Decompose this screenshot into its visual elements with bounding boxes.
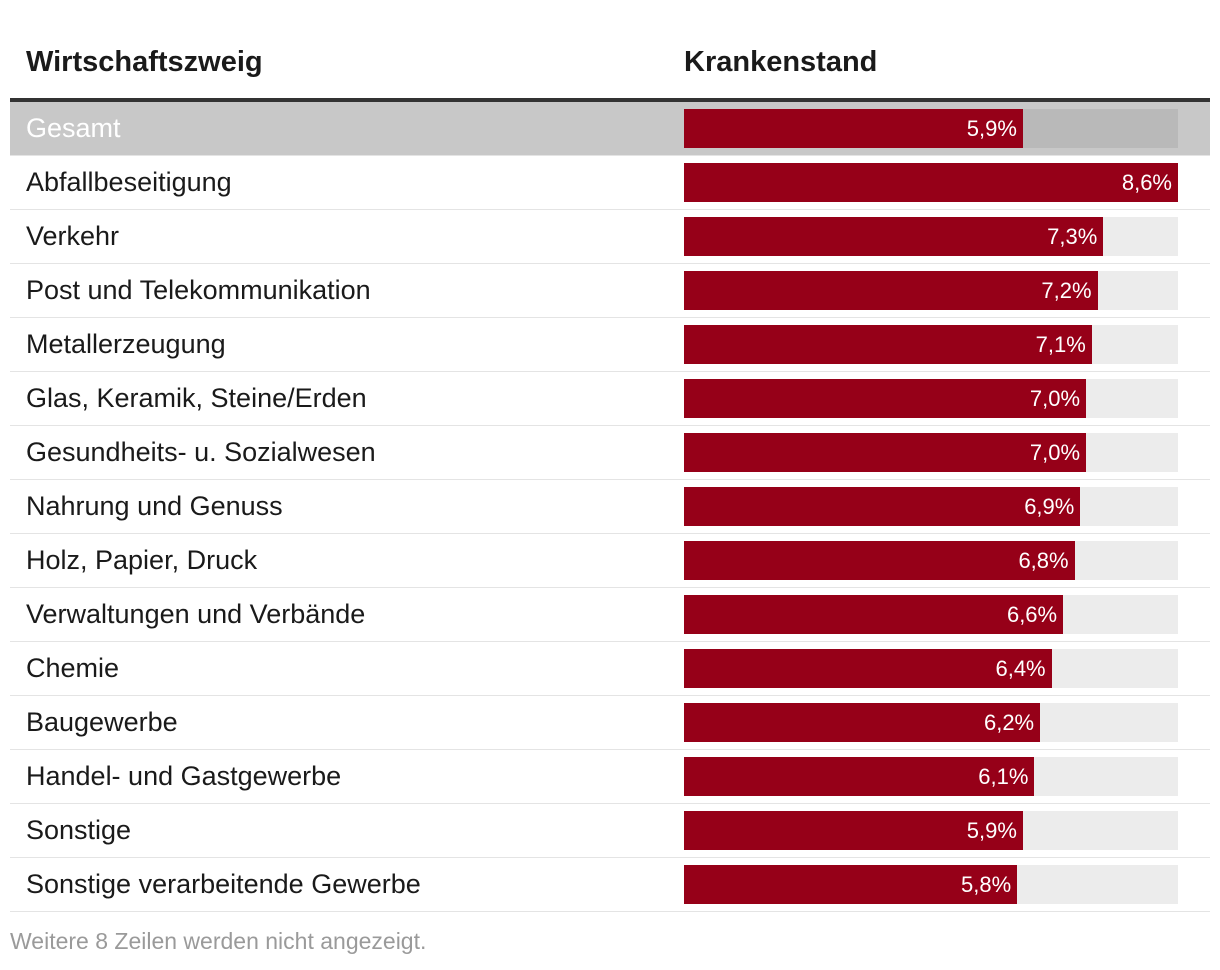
bar-track: 8,6% xyxy=(684,163,1178,202)
bar: 6,2% xyxy=(684,703,1041,742)
bar-track: 7,2% xyxy=(684,271,1178,310)
bar-value-label: 6,4% xyxy=(995,656,1046,681)
bar-value-label: 6,1% xyxy=(978,764,1029,789)
bar: 6,1% xyxy=(684,757,1035,796)
table-row: Abfallbeseitigung 8,6% xyxy=(10,156,1210,210)
bar-value-label: 6,8% xyxy=(1018,548,1069,573)
bar: 6,8% xyxy=(684,541,1075,580)
bar-table: Wirtschaftszweig Krankenstand Gesamt 5,9%… xyxy=(10,0,1210,912)
bar-track: 6,1% xyxy=(684,757,1178,796)
bar: 6,6% xyxy=(684,595,1064,634)
bar: 6,9% xyxy=(684,487,1081,526)
table-row: Holz, Papier, Druck 6,8% xyxy=(10,534,1210,588)
bar: 7,2% xyxy=(684,271,1098,310)
bar-track: 7,1% xyxy=(684,325,1178,364)
bar-track: 7,0% xyxy=(684,379,1178,418)
table-row: Verkehr 7,3% xyxy=(10,210,1210,264)
row-label: Verkehr xyxy=(26,221,120,251)
table-row: Verwaltungen und Verbände 6,6% xyxy=(10,588,1210,642)
table-row: Baugewerbe 6,2% xyxy=(10,696,1210,750)
column-header-sector: Wirtschaftszweig xyxy=(26,46,263,78)
bar-value-label: 7,3% xyxy=(1047,224,1098,249)
bar-track: 5,9% xyxy=(684,811,1178,850)
bar: 5,9% xyxy=(684,109,1023,148)
bar: 7,0% xyxy=(684,379,1087,418)
bar: 5,8% xyxy=(684,865,1018,904)
bar-value-label: 5,9% xyxy=(966,116,1017,141)
bar: 7,1% xyxy=(684,325,1092,364)
row-label: Handel- und Gastgewerbe xyxy=(26,761,342,791)
bar-track: 6,2% xyxy=(684,703,1178,742)
bar-track: 6,6% xyxy=(684,595,1178,634)
column-header-sick-rate: Krankenstand xyxy=(684,46,878,78)
row-label: Baugewerbe xyxy=(26,707,178,737)
table-row: Metallerzeugung 7,1% xyxy=(10,318,1210,372)
table-row: Handel- und Gastgewerbe 6,1% xyxy=(10,750,1210,804)
bar: 6,4% xyxy=(684,649,1052,688)
bar-value-label: 6,6% xyxy=(1006,602,1058,627)
bar-value-label: 7,0% xyxy=(1029,386,1081,411)
bar-track: 5,8% xyxy=(684,865,1178,904)
bar-value-label: 8,6% xyxy=(1121,170,1172,195)
row-label: Glas, Keramik, Steine/Erden xyxy=(26,383,367,413)
row-label: Nahrung und Genuss xyxy=(26,491,283,521)
bar-value-label: 5,9% xyxy=(966,818,1017,843)
row-label: Gesamt xyxy=(26,113,121,143)
row-label: Verwaltungen und Verbände xyxy=(26,599,366,629)
table-row: Post und Telekommunikation 7,2% xyxy=(10,264,1210,318)
bar-track: 7,3% xyxy=(684,217,1178,256)
table-body: Gesamt 5,9% Abfallbeseitigung 8,6% Verkehr 7,… xyxy=(10,102,1210,912)
table-row: Nahrung und Genuss 6,9% xyxy=(10,480,1210,534)
row-label: Abfallbeseitigung xyxy=(26,167,232,197)
bar-value-label: 7,0% xyxy=(1029,440,1081,465)
bar-value-label: 7,2% xyxy=(1041,278,1092,303)
bar-track: 7,0% xyxy=(684,433,1178,472)
row-label: Post und Telekommunikation xyxy=(26,275,371,305)
table-header: Wirtschaftszweig Krankenstand xyxy=(10,0,1210,102)
bar-value-label: 5,8% xyxy=(961,872,1012,897)
table-row: Chemie 6,4% xyxy=(10,642,1210,696)
table-row: Sonstige 5,9% xyxy=(10,804,1210,858)
bar-track: 6,4% xyxy=(684,649,1178,688)
table-row: Glas, Keramik, Steine/Erden 7,0% xyxy=(10,372,1210,426)
row-label: Gesundheits- u. Sozialwesen xyxy=(26,437,376,467)
bar: 7,0% xyxy=(684,433,1087,472)
table-row: Sonstige verarbeitende Gewerbe 5,8% xyxy=(10,858,1210,912)
bar-track: 6,8% xyxy=(684,541,1178,580)
bar-value-label: 7,1% xyxy=(1035,332,1086,357)
bar-track: 6,9% xyxy=(684,487,1178,526)
row-label: Chemie xyxy=(26,653,120,683)
bar-value-label: 6,9% xyxy=(1024,494,1075,519)
row-label: Holz, Papier, Druck xyxy=(26,545,258,575)
row-label: Sonstige xyxy=(26,815,132,845)
bar: 8,6% xyxy=(684,163,1178,202)
table-row: Gesundheits- u. Sozialwesen 7,0% xyxy=(10,426,1210,480)
footnote: Weitere 8 Zeilen werden nicht angezeigt. xyxy=(10,928,427,954)
row-label: Sonstige verarbeitende Gewerbe xyxy=(26,869,421,899)
bar: 5,9% xyxy=(684,811,1023,850)
row-label: Metallerzeugung xyxy=(26,329,226,359)
bar: 7,3% xyxy=(684,217,1104,256)
bar-track: 5,9% xyxy=(684,109,1178,148)
bar-value-label: 6,2% xyxy=(983,710,1035,735)
table-row-total: Gesamt 5,9% xyxy=(10,102,1210,156)
